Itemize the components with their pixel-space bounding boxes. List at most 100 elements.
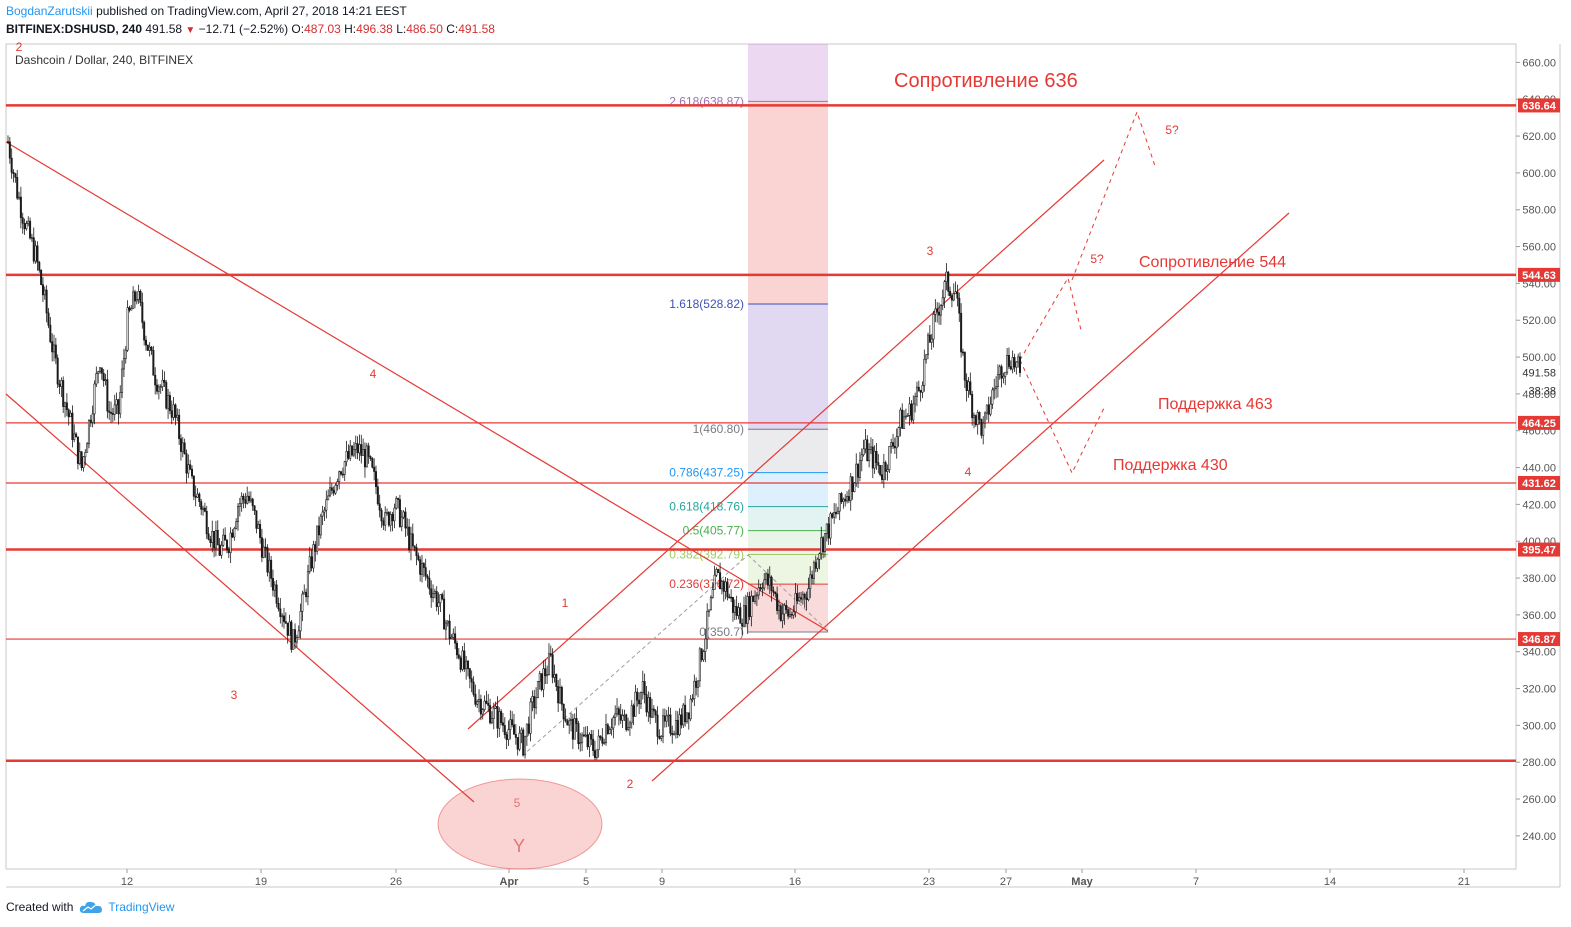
candle-body bbox=[161, 379, 164, 388]
candle-body bbox=[47, 312, 50, 326]
ascending-channel-upper[interactable] bbox=[467, 159, 1105, 730]
y-tick-label: 660.00 bbox=[1522, 57, 1556, 69]
projection-path-2[interactable] bbox=[1019, 359, 1105, 475]
fib-zone-band bbox=[748, 429, 828, 473]
candle-body bbox=[726, 581, 729, 598]
horizontal-levels[interactable] bbox=[6, 104, 1516, 762]
candle-body bbox=[268, 559, 271, 573]
price-tag-bg bbox=[1518, 475, 1560, 490]
candle-body bbox=[119, 392, 122, 415]
candle-body bbox=[413, 545, 416, 548]
price-tag: 346.87 bbox=[1522, 634, 1556, 646]
candle-body bbox=[663, 715, 666, 722]
candle-body bbox=[945, 271, 948, 282]
candle-body bbox=[336, 481, 339, 486]
author-link[interactable]: BogdanZarutskii bbox=[6, 4, 93, 18]
candle-body bbox=[389, 514, 392, 526]
candle-body bbox=[420, 563, 423, 575]
descending-channel-upper[interactable] bbox=[5, 141, 829, 632]
candle-body bbox=[286, 622, 289, 636]
open-label: O: bbox=[291, 22, 305, 36]
candle-body bbox=[259, 524, 262, 538]
legend-title: Dashcoin / Dollar, 240, BITFINEX bbox=[15, 53, 193, 67]
candle-body bbox=[763, 579, 766, 589]
candle-body bbox=[919, 390, 922, 393]
open-value: 487.03 bbox=[304, 22, 341, 36]
candle-body bbox=[671, 733, 674, 735]
candle-body bbox=[470, 678, 473, 683]
candle-body bbox=[176, 414, 179, 418]
publish-info: BogdanZarutskii published on TradingView… bbox=[6, 4, 407, 18]
candle-body bbox=[316, 525, 319, 552]
candle-body bbox=[984, 412, 987, 424]
candle-body bbox=[897, 427, 900, 437]
candle-body bbox=[531, 696, 534, 703]
candle-body bbox=[546, 674, 549, 677]
candle-body bbox=[597, 735, 600, 751]
candle-body bbox=[665, 715, 668, 722]
price-tag: 431.62 bbox=[1522, 478, 1556, 490]
high-label: H: bbox=[344, 22, 357, 36]
candle-body bbox=[540, 673, 543, 690]
candle-body bbox=[415, 547, 418, 557]
candle-body bbox=[1017, 356, 1020, 363]
candle-body bbox=[481, 709, 484, 715]
price-axis[interactable]: 240.00 260.00 280.00 300.00 320.00 340.00 360.… bbox=[1516, 57, 1560, 843]
candle-body bbox=[67, 409, 70, 418]
candle-body bbox=[801, 593, 804, 600]
candle-body bbox=[693, 680, 696, 700]
candle-body bbox=[599, 735, 602, 738]
candle-body bbox=[352, 448, 355, 456]
candle-body bbox=[511, 719, 514, 726]
candle-body bbox=[941, 297, 944, 306]
candle-body bbox=[910, 403, 913, 421]
candle-body bbox=[895, 436, 898, 449]
fib-retrace-line[interactable] bbox=[747, 554, 829, 632]
trend-lines[interactable] bbox=[5, 110, 1290, 803]
candle-body bbox=[741, 623, 744, 627]
y-tick-label: 620.00 bbox=[1522, 131, 1556, 143]
candle-body bbox=[308, 556, 311, 572]
candle-body bbox=[774, 591, 777, 595]
y-tick-label: 240.00 bbox=[1522, 831, 1556, 843]
candle-body bbox=[954, 291, 957, 295]
time-axis[interactable]: 12 19 26 Apr 5 9 16 23 27 May 7 14 21 bbox=[121, 869, 1470, 888]
candle-body bbox=[816, 558, 819, 569]
candle-body bbox=[704, 638, 707, 652]
candle-body bbox=[855, 463, 858, 484]
candle-body bbox=[619, 714, 622, 721]
candle-body bbox=[229, 532, 232, 553]
candle-body bbox=[253, 505, 256, 511]
candle-body bbox=[122, 358, 125, 370]
x-tick-label: 5 bbox=[583, 876, 589, 888]
tradingview-link[interactable]: TradingView bbox=[79, 900, 174, 914]
y-tick-label: 300.00 bbox=[1522, 720, 1556, 732]
fib-baseline[interactable] bbox=[521, 554, 749, 757]
fib-level-label: 0.382(392.79) bbox=[669, 547, 744, 561]
bar-countdown: 38:38 bbox=[1528, 386, 1556, 398]
y-tick-label: 600.00 bbox=[1522, 168, 1556, 180]
candle-body bbox=[893, 445, 896, 449]
candle-body bbox=[757, 587, 760, 596]
candle-body bbox=[310, 556, 313, 569]
candle-body bbox=[846, 496, 849, 502]
candle-body bbox=[443, 598, 446, 630]
candle-body bbox=[439, 594, 442, 604]
candle-body bbox=[674, 720, 677, 735]
ohlc-bar: BITFINEX:DSHUSD, 240 491.58 ▼ −12.71 (−2… bbox=[6, 22, 495, 36]
candle-body bbox=[10, 157, 13, 173]
candle-body bbox=[45, 289, 48, 314]
x-tick-label: 19 bbox=[255, 876, 267, 888]
ascending-channel-lower[interactable] bbox=[651, 212, 1290, 782]
candle-body bbox=[917, 386, 920, 391]
fib-level-label: 0.5(405.77) bbox=[683, 524, 744, 538]
candle-body bbox=[814, 562, 817, 569]
wave-y-ellipse[interactable] bbox=[437, 778, 603, 870]
candle-body bbox=[172, 404, 175, 418]
candle-body bbox=[100, 367, 103, 374]
projection-path-1[interactable] bbox=[1019, 276, 1082, 361]
candle-body bbox=[60, 380, 63, 387]
candle-body bbox=[347, 451, 350, 459]
projection-path-3[interactable] bbox=[1071, 110, 1156, 281]
